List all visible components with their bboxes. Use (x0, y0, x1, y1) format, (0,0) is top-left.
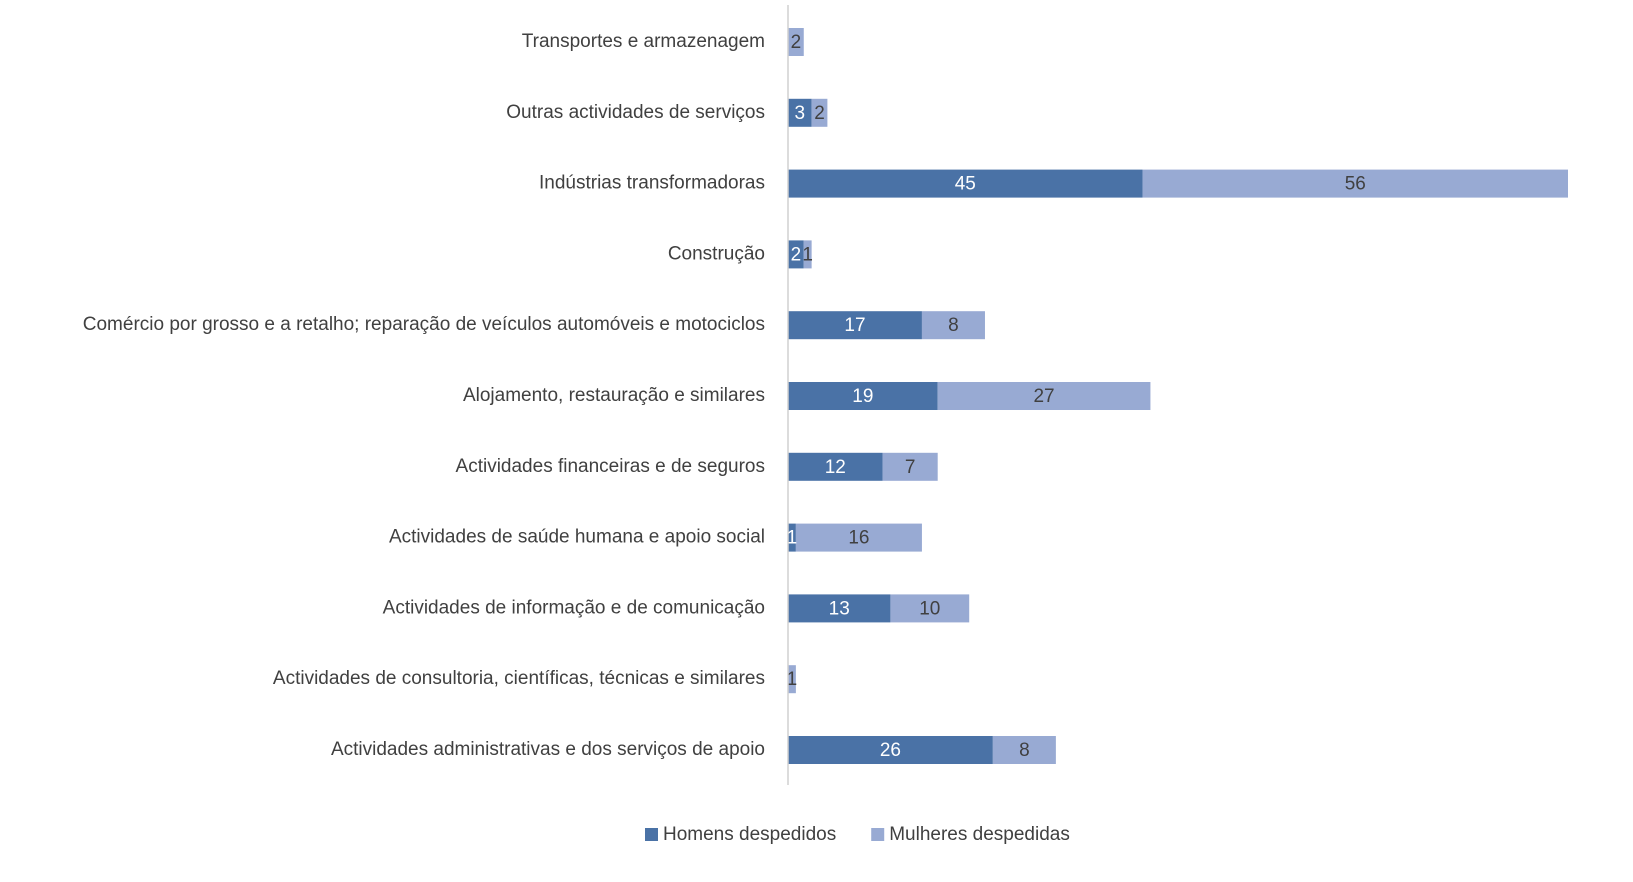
bar-segment (795, 523, 922, 552)
data-label: 2 (791, 244, 802, 265)
data-label: 12 (825, 457, 846, 478)
legend-swatch (871, 828, 885, 841)
data-label: 27 (1033, 386, 1054, 407)
y-tick-label: Actividades financeiras e de seguros (456, 456, 765, 477)
y-tick-label: Construção (668, 243, 765, 264)
y-tick-label: Alojamento, restauração e similares (463, 385, 765, 406)
y-tick-label: Outras actividades de serviços (506, 102, 765, 123)
data-label: 7 (905, 457, 916, 478)
bar-segment (890, 594, 970, 623)
bar-segment (788, 28, 804, 56)
data-label: 45 (955, 174, 976, 195)
bar-segment (788, 311, 922, 340)
y-tick-label: Comércio por grosso e a retalho; reparaç… (83, 314, 765, 335)
bar-segment (788, 523, 796, 552)
data-label: 1 (787, 669, 798, 690)
bar-segment (788, 169, 1143, 198)
data-label: 17 (844, 315, 865, 336)
legend-swatch (645, 828, 658, 841)
legend-label: Mulheres despedidas (889, 824, 1070, 845)
bar-segment (788, 382, 938, 410)
data-label: 3 (795, 103, 806, 124)
data-label: 26 (880, 740, 901, 761)
y-tick-label: Actividades administrativas e dos serviç… (331, 739, 765, 760)
data-label: 8 (948, 315, 959, 336)
y-tick-label: Actividades de consultoria, científicas,… (273, 668, 765, 689)
bar-segment (788, 452, 883, 481)
data-label: 13 (829, 598, 850, 619)
y-tick-label: Actividades de informação e de comunicaç… (383, 597, 765, 618)
bar-segment (788, 98, 812, 127)
data-label: 19 (852, 386, 873, 407)
data-label: 10 (919, 598, 940, 619)
bar-segment (788, 736, 993, 764)
bar-segment (921, 311, 985, 340)
data-label: 56 (1345, 174, 1366, 195)
data-label: 2 (814, 103, 825, 124)
bar-segment (788, 665, 796, 694)
data-label: 2 (791, 32, 802, 53)
bar-segment (992, 736, 1056, 764)
bar-segment (882, 452, 938, 481)
y-tick-label: Indústrias transformadoras (539, 173, 765, 194)
plot-area (788, 28, 1568, 764)
data-label: 1 (802, 244, 813, 265)
y-tick-label: Actividades de saúde humana e apoio soci… (389, 527, 765, 548)
bar-segment (937, 382, 1151, 410)
bar-segment (811, 98, 828, 127)
y-tick-label: Transportes e armazenagem (522, 31, 765, 52)
bar-segment (788, 240, 804, 269)
bar-segment (788, 594, 891, 623)
legend-label: Homens despedidos (663, 824, 836, 845)
data-label: 8 (1019, 740, 1030, 761)
data-label: 16 (848, 528, 869, 549)
bar-segment (1142, 169, 1568, 198)
bar-segment (803, 240, 812, 269)
data-label: 1 (787, 528, 798, 549)
